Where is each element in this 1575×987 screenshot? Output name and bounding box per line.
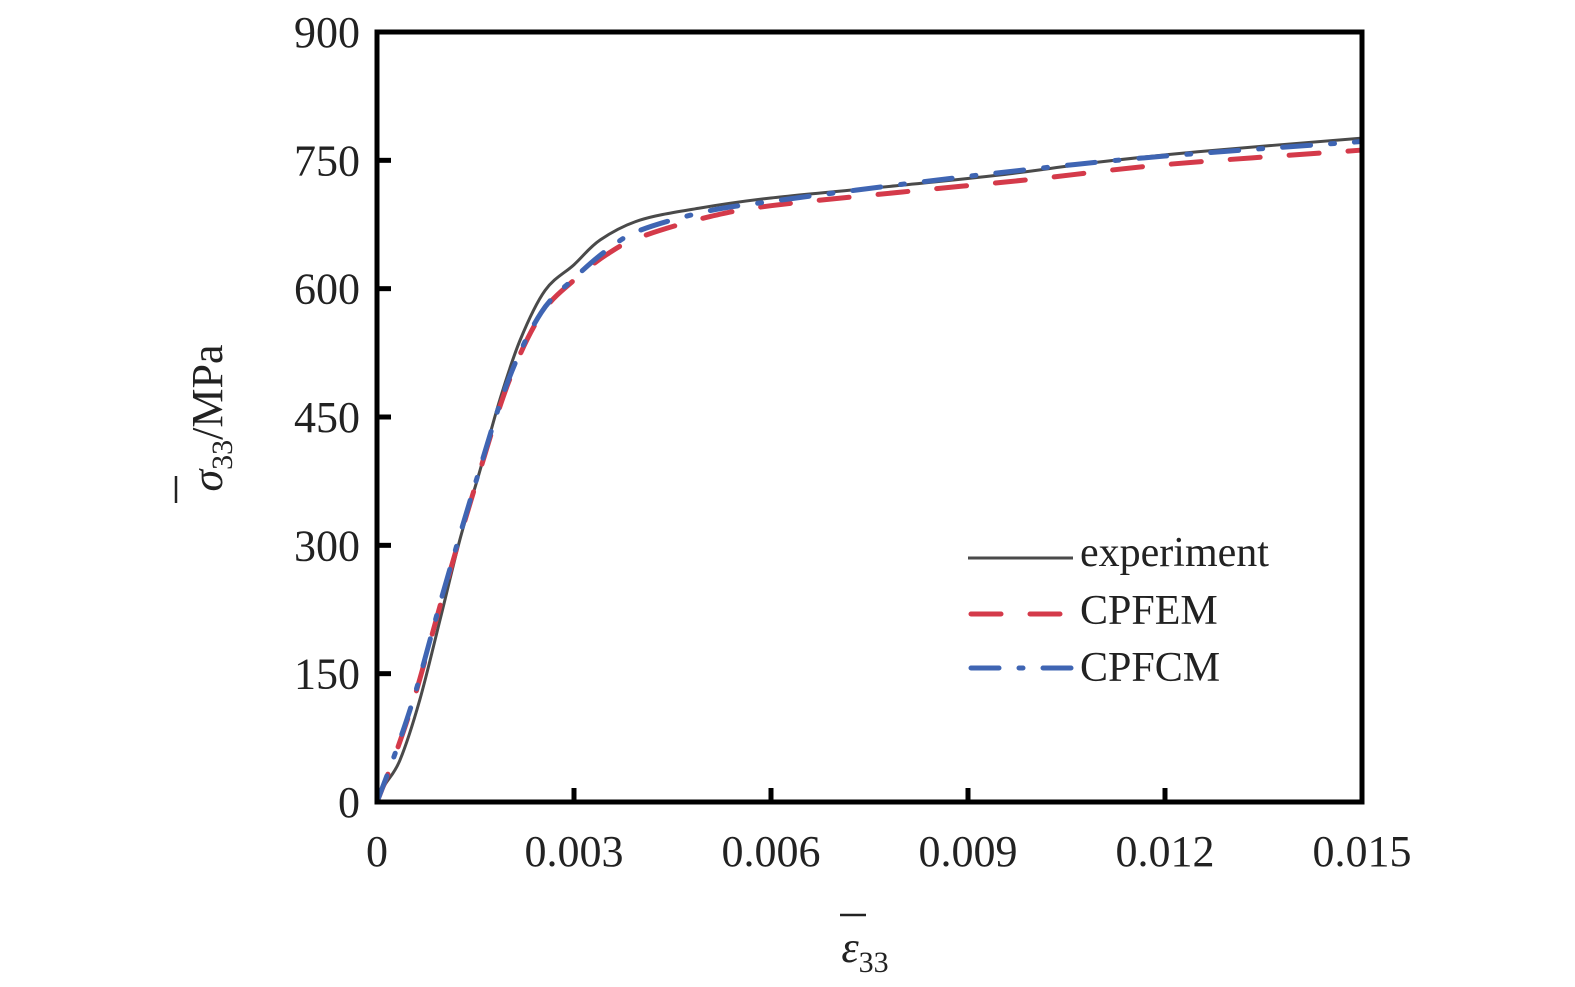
y-tick-label: 900 bbox=[294, 8, 360, 57]
legend: experiment CPFEM CPFCM bbox=[968, 530, 1269, 691]
x-tick-label: 0 bbox=[366, 827, 388, 876]
legend-item-experiment: experiment bbox=[968, 530, 1269, 576]
legend-item-cpfem: CPFEM bbox=[968, 588, 1218, 634]
x-tick-label: 0.015 bbox=[1313, 827, 1412, 876]
series-layer bbox=[374, 136, 1365, 805]
x-tick-label: 0.006 bbox=[722, 827, 821, 876]
y-axis-label: σ33/MPa bbox=[183, 344, 239, 491]
y-tick-label: 600 bbox=[294, 265, 360, 314]
series-line-experiment bbox=[375, 136, 1364, 804]
ticks-layer: 0 0.003 0.006 0.009 0.012 0.015 0 150 300 450 600 7… bbox=[294, 8, 1412, 876]
x-tick-label: 0.003 bbox=[525, 827, 624, 876]
x-tick-label: 0.012 bbox=[1116, 827, 1215, 876]
x-axis-label: ε33 bbox=[841, 923, 888, 979]
y-tick-label: 0 bbox=[338, 778, 360, 827]
y-tick-label: 150 bbox=[294, 650, 360, 699]
legend-label-experiment: experiment bbox=[1080, 530, 1269, 576]
y-tick-label: 450 bbox=[294, 393, 360, 442]
x-tick-label: 0.009 bbox=[919, 827, 1018, 876]
series-line-cpfcm bbox=[374, 139, 1365, 805]
series-line-cpfem bbox=[374, 147, 1365, 805]
legend-label-cpfcm: CPFCM bbox=[1080, 645, 1220, 691]
y-tick-label: 300 bbox=[294, 521, 360, 570]
legend-label-cpfem: CPFEM bbox=[1080, 588, 1218, 634]
legend-item-cpfcm: CPFCM bbox=[968, 645, 1220, 691]
y-tick-label: 750 bbox=[294, 136, 360, 185]
